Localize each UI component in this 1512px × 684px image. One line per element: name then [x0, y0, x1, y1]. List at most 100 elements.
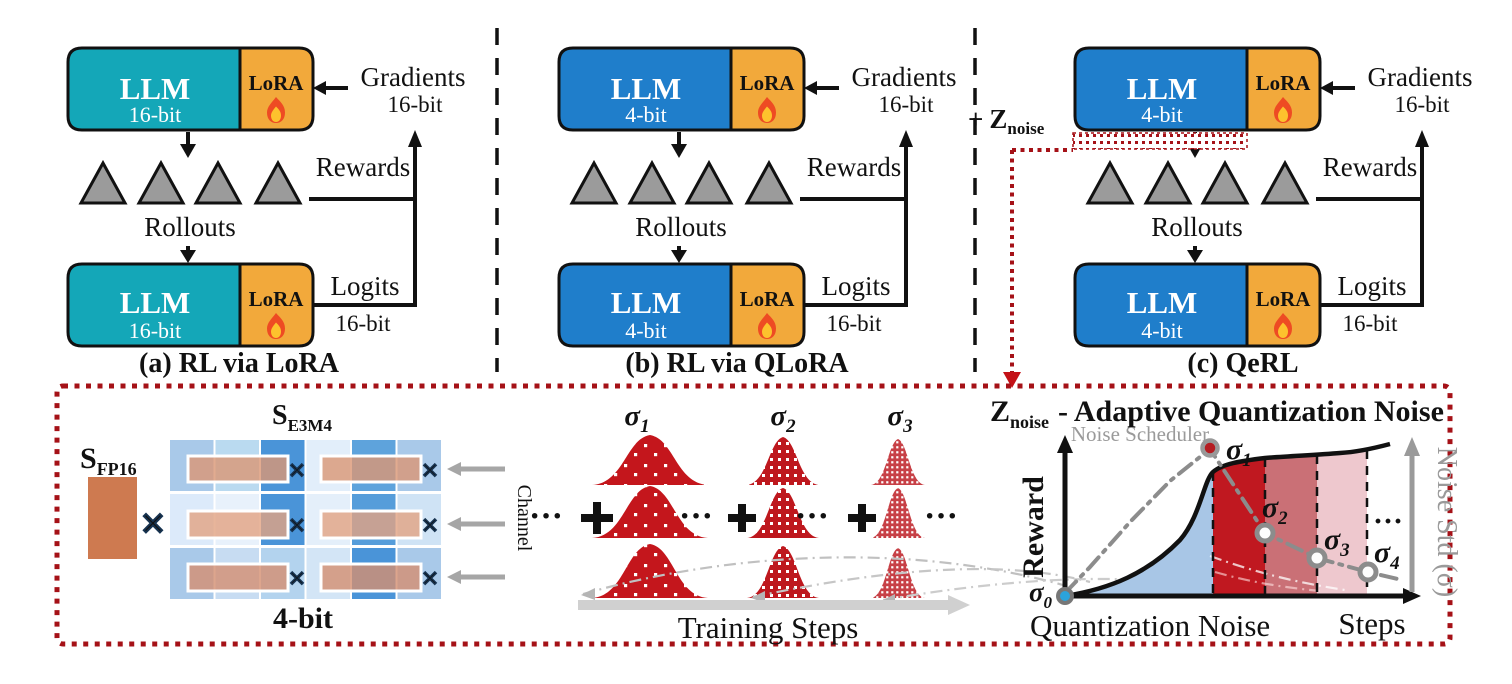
channel-label: Channel	[513, 485, 535, 552]
arrowhead-right-gray	[948, 595, 970, 615]
rewards-label: Rewards	[316, 152, 410, 182]
arrowhead-down-red	[1003, 372, 1021, 388]
lora-label: LoRA	[249, 71, 305, 95]
multiply-icon: ×	[421, 562, 438, 595]
llm-label: LLM	[1127, 71, 1198, 106]
lora-box-top	[729, 46, 806, 132]
lora-box-top	[1245, 46, 1322, 132]
llm-bits-label: 4-bit	[625, 318, 667, 343]
fire-icon	[758, 97, 776, 123]
panel-qerl: LLM 4-bit LoRA Rollouts LLM 4-bit LoRA G…	[1073, 46, 1472, 379]
llm-bits-label: 4-bit	[1141, 102, 1183, 127]
llm-box-bottom	[1073, 262, 1253, 348]
sigma2-point	[1254, 522, 1276, 544]
noise-flow-curve	[752, 567, 1091, 599]
ellipsis: ···	[529, 498, 563, 535]
fp16-scale-block	[88, 477, 137, 559]
se3m4-label: SE3M4	[272, 400, 332, 435]
panel-caption: (b) RL via QLoRA	[625, 348, 849, 379]
panel-rl-qlora: LLM 4-bit LoRA Rollouts LLM 4-bit LoRA G…	[557, 46, 956, 379]
sigma1-label: σ1	[624, 400, 649, 437]
lora-label: LoRA	[1256, 287, 1312, 311]
llm-label: LLM	[1127, 285, 1198, 320]
llm-bits-label: 16-bit	[129, 318, 182, 343]
sigma3-chart-label: σ3	[1324, 523, 1350, 561]
llm-box-bottom	[66, 262, 246, 348]
sigma2-label: σ2	[770, 400, 796, 437]
noise-flow-curve	[882, 577, 1206, 602]
gaussian-bells-sigma1	[592, 435, 708, 598]
lora-box-top	[238, 46, 315, 132]
logits-label: Logits	[330, 271, 399, 301]
arrowhead	[671, 250, 687, 263]
rollouts-label: Rollouts	[1151, 212, 1243, 242]
noise-scheduler-label: Noise Scheduler	[1071, 422, 1209, 446]
rewards-label: Rewards	[807, 152, 901, 182]
arrowhead-left-gray	[581, 588, 595, 600]
panel-caption: (c) QeRL	[1187, 348, 1298, 379]
quantized-weight-matrix: × × × × × ×	[170, 440, 441, 599]
lora-label: LoRA	[1256, 71, 1312, 95]
gradients-bits-label: 16-bit	[1395, 92, 1451, 117]
plus-icon	[728, 504, 756, 532]
multiply-icon: ×	[288, 509, 305, 542]
logits-bits-label: 16-bit	[827, 311, 883, 336]
fire-icon	[267, 97, 285, 123]
channel-bar	[319, 454, 423, 484]
training-steps-label: Training Steps	[678, 610, 859, 645]
noise-flow-curve-band	[1209, 554, 1346, 592]
lora-box-bottom	[729, 262, 806, 348]
channel-bar	[186, 562, 290, 593]
noise-band-mid	[1265, 455, 1317, 596]
steps-axis-label: Steps	[1338, 606, 1405, 641]
llm-label: LLM	[120, 71, 191, 106]
plus-icon	[581, 502, 613, 534]
noise-std-axis-label: Noise Std (σ)	[1431, 447, 1462, 597]
multiply-icon: ×	[288, 454, 305, 487]
gradients-bits-label: 16-bit	[879, 92, 935, 117]
llm-bits-label: 16-bit	[129, 102, 182, 127]
multiply-icon: ×	[140, 499, 165, 548]
llm-box-top	[557, 46, 737, 132]
plus-icon	[848, 504, 876, 532]
gradients-bits-label: 16-bit	[388, 92, 444, 117]
logits-bits-label: 16-bit	[336, 311, 392, 336]
arrowhead	[1187, 250, 1203, 263]
gaussian-bells-sigma2	[747, 437, 819, 598]
noise-injection-strip	[1072, 132, 1248, 150]
rollout-triangles	[78, 159, 303, 205]
multiply-icon: ×	[288, 562, 305, 595]
fire-icon	[1274, 97, 1292, 123]
4bit-label: 4-bit	[273, 602, 333, 635]
sfp16-label: SFP16	[80, 442, 137, 479]
arrowhead	[180, 250, 196, 263]
arrowhead-up-gray	[1404, 437, 1420, 456]
znoise-label: + Znoise	[968, 104, 1045, 138]
sigma2-chart-label: σ2	[1262, 491, 1288, 529]
arrowhead-left-gray	[447, 570, 461, 584]
rollouts-label: Rollouts	[635, 212, 727, 242]
channel-bar	[186, 509, 290, 540]
lora-box-bottom	[238, 262, 315, 348]
chart-title: Znoise - Adaptive Quantization Noise	[990, 395, 1444, 432]
fire-icon	[267, 313, 285, 339]
lora-label: LoRA	[740, 71, 796, 95]
arrowhead-left	[1320, 81, 1333, 95]
sigma4-chart-label: σ4	[1374, 536, 1400, 574]
sigma4-point	[1357, 561, 1379, 583]
fire-icon	[1274, 313, 1292, 339]
noise-band-dark	[1213, 458, 1265, 596]
rollout-triangles	[569, 159, 794, 205]
arrowhead-up	[1415, 130, 1429, 147]
bottom-panel-border	[54, 383, 1453, 647]
rewards-label: Rewards	[1323, 152, 1417, 182]
lora-label: LoRA	[740, 287, 796, 311]
channel-bar	[319, 509, 423, 540]
fire-icon	[758, 313, 776, 339]
rollouts-label: Rollouts	[144, 212, 236, 242]
reward-axis-label: Reward	[1017, 476, 1050, 578]
arrowhead-left-gray	[447, 517, 461, 531]
noise-chart: Znoise - Adaptive Quantization Noise Nois…	[990, 395, 1462, 643]
logits-bits-label: 16-bit	[1343, 311, 1399, 336]
